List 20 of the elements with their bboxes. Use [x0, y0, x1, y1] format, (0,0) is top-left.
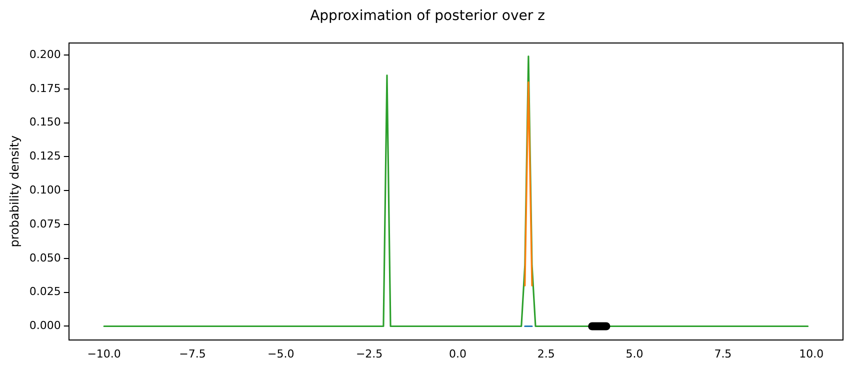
y-tick-label: 0.150	[29, 116, 61, 129]
y-tick-label: 0.050	[29, 251, 61, 264]
y-tick-label: 0.025	[29, 285, 61, 298]
x-tick-label: 7.5	[714, 347, 732, 360]
y-tick-label: 0.100	[29, 183, 61, 196]
y-tick-label: 0.000	[29, 319, 61, 332]
x-tick-label: 0.0	[448, 347, 466, 360]
x-tick-label: 5.0	[626, 347, 644, 360]
y-tick-label: 0.200	[29, 48, 61, 61]
y-tick-label: 0.175	[29, 82, 61, 95]
x-tick-label: −2.5	[356, 347, 383, 360]
x-tick-label: −10.0	[87, 347, 121, 360]
y-tick-label: 0.075	[29, 217, 61, 230]
x-tick-label: −5.0	[268, 347, 294, 360]
x-tick-label: −7.5	[179, 347, 206, 360]
chart-title: Approximation of posterior over z	[310, 8, 545, 24]
x-tick-label: 2.5	[537, 347, 555, 360]
x-tick-label: 10.0	[799, 347, 824, 360]
y-axis-title: probability density	[7, 135, 22, 248]
y-tick-label: 0.125	[29, 150, 61, 163]
